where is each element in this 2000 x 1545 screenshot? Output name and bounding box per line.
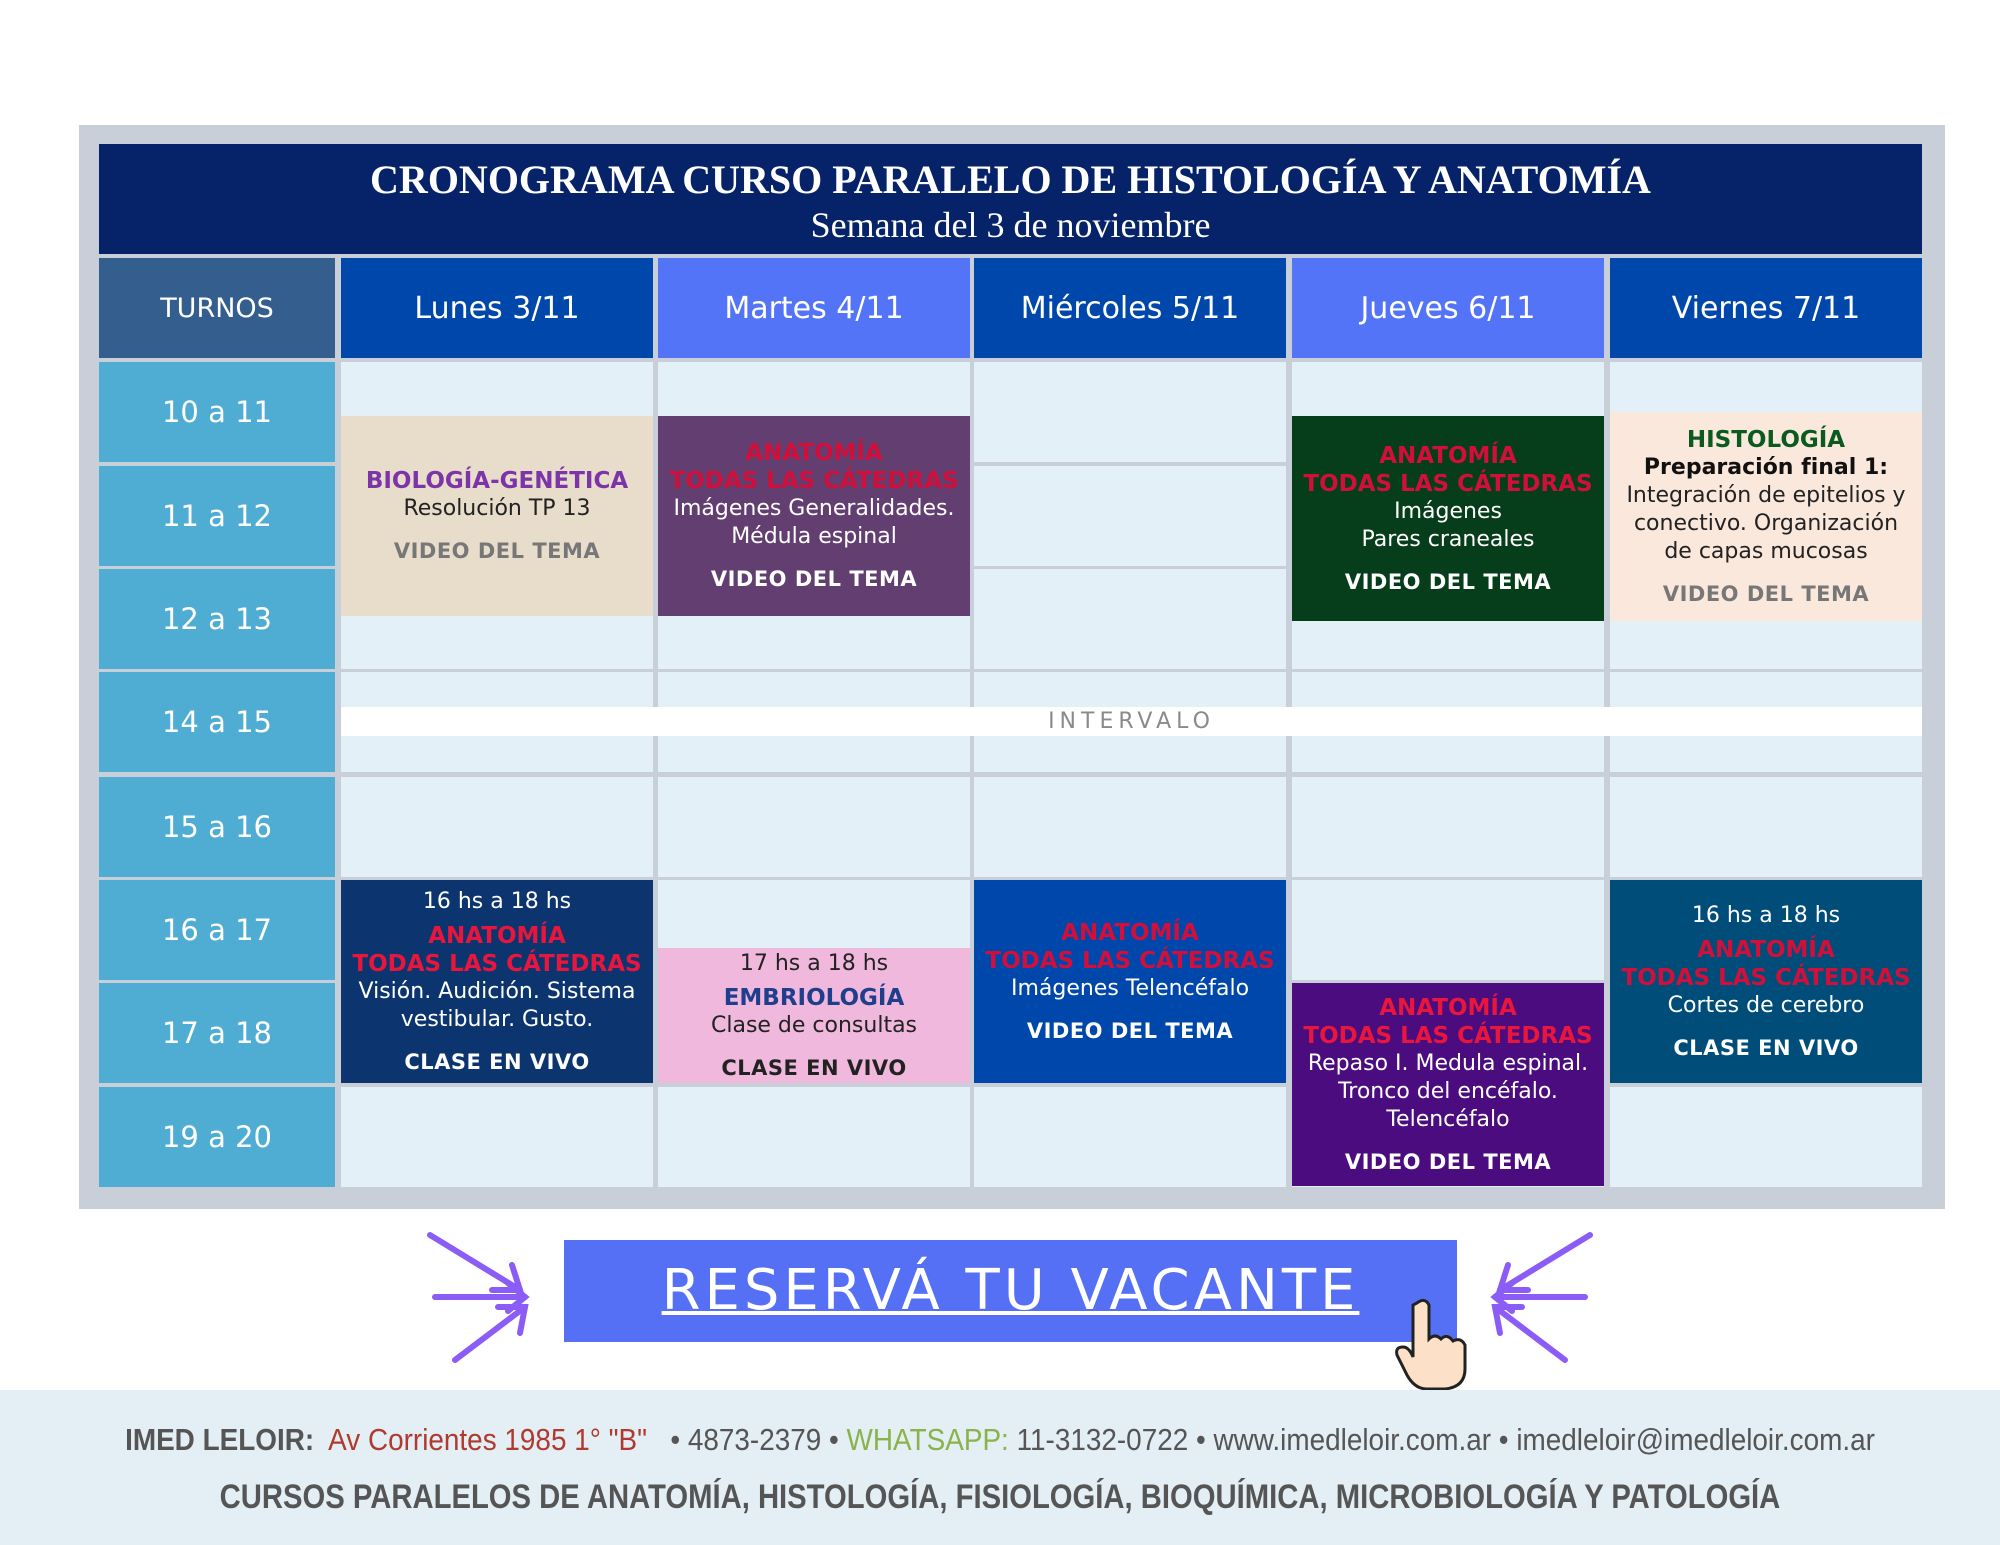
slot-label: 16 a 17 (99, 880, 335, 980)
event-link: CLASE EN VIVO (1673, 1035, 1859, 1060)
day-header: Miércoles 5/11 (974, 258, 1286, 358)
event-block: BIOLOGÍA-GENÉTICA Resolución TP 13 VIDEO D… (341, 416, 653, 616)
slot-label: 10 a 11 (99, 362, 335, 462)
day-header: Lunes 3/11 (341, 258, 653, 358)
event-title: ANATOMÍA (745, 440, 883, 466)
event-text: Imágenes (1394, 498, 1502, 524)
event-link: VIDEO DEL TEMA (393, 539, 601, 563)
event-text: Imágenes Telencéfalo (1010, 975, 1250, 1001)
event-title: ANATOMÍA (1379, 442, 1517, 469)
event-title: BIOLOGÍA-GENÉTICA (365, 468, 629, 494)
contact-details: 11-3132-0722 • www.imedleloir.com.ar • i… (1016, 1422, 1875, 1457)
empty-cell (1292, 777, 1604, 877)
event-title: TODAS LAS CÁTEDRAS (1621, 964, 1911, 991)
day-header: Jueves 6/11 (1292, 258, 1604, 358)
event-title: TODAS LAS CÁTEDRAS (1303, 1022, 1593, 1049)
title: CRONOGRAMA CURSO PARALELO DE HISTOLOGÍA … (370, 157, 1651, 202)
empty-cell (341, 777, 653, 877)
day-header: Martes 4/11 (658, 258, 970, 358)
empty-cell (974, 362, 1286, 462)
subtitle: Semana del 3 de noviembre (810, 205, 1211, 245)
event-text: Clase de consultas (710, 1012, 918, 1038)
event-text: Tronco del encéfalo. (1338, 1078, 1558, 1104)
event-text: Médula espinal (731, 524, 897, 549)
whatsapp-label: WHATSAPP: (846, 1422, 1009, 1457)
event-block: 16 hs a 18 hs ANATOMÍA TODAS LAS CÁTEDRAS V… (341, 880, 653, 1083)
event-block: ANATOMÍA TODAS LAS CÁTEDRAS Repaso I. Medu… (1292, 983, 1604, 1186)
event-block: ANATOMÍA TODAS LAS CÁTEDRAS Imágenes Gener… (658, 416, 970, 616)
event-link: VIDEO DEL TEMA (710, 567, 918, 591)
event-text: Integración de epitelios y (1626, 482, 1906, 508)
event-title: ANATOMÍA (428, 922, 566, 949)
event-text: Cortes de cerebro (1667, 992, 1865, 1018)
event-text: Imágenes Generalidades. (673, 496, 955, 521)
footer: IMED LELOIR: Av Corrientes 1985 1° "B" •… (0, 1390, 2000, 1545)
interval-band: INTERVALO (341, 707, 1922, 736)
event-block: 16 hs a 18 hs ANATOMÍA TODAS LAS CÁTEDRAS C… (1610, 880, 1922, 1083)
footer-courses: CURSOS PARALELOS DE ANATOMÍA, HISTOLOGÍA… (219, 1478, 1781, 1516)
empty-cell (1610, 777, 1922, 877)
event-text: Repaso I. Medula espinal. (1307, 1050, 1589, 1076)
event-block: ANATOMÍA TODAS LAS CÁTEDRAS Imágenes Pares … (1292, 416, 1604, 621)
event-title: ANATOMÍA (1697, 936, 1835, 963)
event-title: TODAS LAS CÁTEDRAS (669, 468, 959, 494)
event-title: HISTOLOGÍA (1686, 426, 1846, 453)
slot-label: 15 a 16 (99, 777, 335, 877)
event-link: VIDEO DEL TEMA (1344, 569, 1552, 594)
slot-label: 14 a 15 (99, 672, 335, 772)
slot-label: 17 a 18 (99, 983, 335, 1083)
slot-label: 11 a 12 (99, 466, 335, 566)
event-title: TODAS LAS CÁTEDRAS (985, 947, 1275, 974)
event-text: Visión. Audición. Sistema (358, 978, 636, 1004)
empty-cell (658, 1087, 970, 1187)
event-text: Telencéfalo (1386, 1106, 1510, 1132)
event-text: Pares craneales (1361, 526, 1535, 552)
empty-cell (1610, 1087, 1922, 1187)
event-text: de capas mucosas (1664, 538, 1868, 564)
event-time: 16 hs a 18 hs (422, 888, 572, 914)
event-link: CLASE EN VIVO (721, 1055, 907, 1080)
arrows-left (427, 1232, 530, 1363)
event-time: 17 hs a 18 hs (739, 950, 889, 976)
event-subtitle: Preparación final 1: (1643, 454, 1889, 480)
empty-cell (658, 777, 970, 877)
event-link: VIDEO DEL TEMA (1662, 581, 1870, 606)
event-link: VIDEO DEL TEMA (1026, 1018, 1234, 1043)
footer-contact: IMED LELOIR: Av Corrientes 1985 1° "B" •… (100, 1422, 1900, 1458)
event-block: HISTOLOGÍA Preparación final 1: Integració… (1610, 412, 1922, 621)
event-link: CLASE EN VIVO (404, 1049, 590, 1074)
event-link: VIDEO DEL TEMA (1344, 1149, 1552, 1174)
event-title: TODAS LAS CÁTEDRAS (1303, 470, 1593, 497)
empty-cell (974, 1087, 1286, 1187)
event-block: 17 hs a 18 hs EMBRIOLOGÍA Clase de consult… (658, 948, 970, 1083)
empty-cell (974, 569, 1286, 669)
event-text: vestibular. Gusto. (400, 1006, 594, 1032)
slot-label: 12 a 13 (99, 569, 335, 669)
empty-cell (974, 466, 1286, 566)
turnos-header: TURNOS (99, 258, 335, 358)
reserve-button[interactable]: RESERVÁ TU VACANTE (564, 1240, 1457, 1342)
empty-cell (1292, 880, 1604, 980)
brand: IMED LELOIR: (125, 1422, 315, 1457)
event-time: 16 hs a 18 hs (1691, 902, 1841, 928)
arrows-right (1490, 1232, 1593, 1363)
event-title: TODAS LAS CÁTEDRAS (352, 950, 642, 977)
phone: • 4873-2379 • (670, 1422, 839, 1457)
hand-icon (1395, 1298, 1467, 1390)
event-title: ANATOMÍA (1379, 994, 1517, 1021)
event-title: EMBRIOLOGÍA (723, 984, 905, 1011)
day-header: Viernes 7/11 (1610, 258, 1922, 358)
event-block: ANATOMÍA TODAS LAS CÁTEDRAS Imágenes Telen… (974, 880, 1286, 1083)
empty-cell (341, 1087, 653, 1187)
event-text: Resolución TP 13 (403, 496, 591, 521)
address: Av Corrientes 1985 1° "B" (328, 1422, 648, 1457)
slot-label: 19 a 20 (99, 1087, 335, 1187)
event-text: conectivo. Organización (1633, 510, 1899, 536)
title-bar: CRONOGRAMA CURSO PARALELO DE HISTOLOGÍA … (99, 144, 1922, 254)
event-title: ANATOMÍA (1061, 919, 1199, 946)
empty-cell (974, 777, 1286, 877)
